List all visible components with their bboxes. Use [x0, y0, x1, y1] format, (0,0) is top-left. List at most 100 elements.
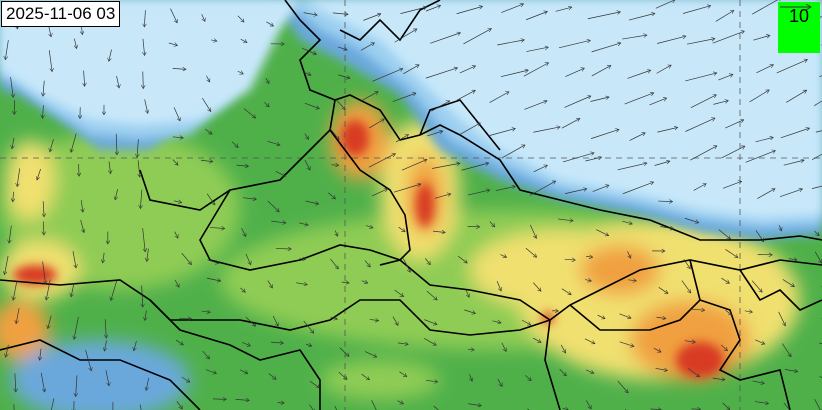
reference-speed-label: 10: [788, 6, 810, 26]
wind-arrow: [305, 344, 312, 346]
wind-arrow: [13, 281, 18, 300]
wind-arrow: [689, 309, 705, 310]
wind-arrow: [81, 200, 83, 212]
wind-arrow: [116, 133, 117, 155]
wind-arrow: [179, 318, 191, 319]
wind-arrow: [309, 404, 315, 410]
wind-arrow: [815, 130, 822, 133]
wind-arrow: [564, 96, 590, 108]
wind-arrow: [431, 101, 449, 112]
wind-arrow: [16, 308, 20, 323]
wind-arrow: [371, 400, 377, 410]
wind-arrow: [627, 70, 651, 79]
wind-arrow: [205, 369, 217, 374]
wind-arrow: [496, 280, 501, 291]
wind-arrow: [109, 49, 112, 62]
wind-arrow: [40, 348, 41, 360]
wind-arrow: [712, 378, 725, 380]
wind-arrow: [392, 316, 398, 326]
wind-arrow: [243, 108, 256, 119]
wind-arrow: [175, 339, 183, 345]
wind-arrow: [712, 31, 745, 44]
wind-arrow: [17, 168, 21, 186]
wind-arrow: [264, 102, 269, 106]
wind-arrow: [202, 350, 210, 359]
wind-arrow: [561, 288, 571, 295]
wind-arrow: [5, 40, 9, 60]
wind-arrow: [143, 71, 144, 89]
wind-arrow: [173, 107, 180, 120]
wind-arrow: [275, 248, 291, 249]
wind-arrow: [430, 33, 460, 44]
wind-arrow: [526, 12, 547, 21]
wind-arrow: [533, 165, 548, 173]
wind-arrow: [561, 118, 580, 129]
wind-arrow: [137, 139, 138, 157]
wind-arrow: [657, 127, 677, 133]
wind-arrow: [523, 63, 549, 77]
wind-arrow: [725, 309, 732, 315]
wind-arrow: [497, 378, 502, 387]
wind-arrow: [718, 74, 733, 81]
wind-arrow: [749, 89, 770, 103]
wind-arrow: [782, 279, 795, 288]
wind-arrow: [267, 200, 279, 212]
wind-arrow: [168, 43, 178, 45]
wind-arrow: [48, 50, 52, 71]
wind-arrow: [424, 338, 436, 345]
wind-arrow: [628, 280, 636, 281]
wind-arrow: [266, 78, 270, 83]
wind-arrow: [206, 277, 221, 281]
wind-arrow: [239, 369, 248, 374]
wind-arrow: [755, 137, 774, 143]
wind-arrow: [424, 319, 437, 325]
wind-arrow: [467, 190, 490, 196]
wind-arrow: [338, 371, 347, 379]
wind-arrow: [240, 287, 245, 292]
wind-arrow: [40, 372, 44, 392]
wind-arrow: [558, 40, 590, 49]
wind-arrow: [37, 168, 41, 180]
wind-arrow: [465, 289, 469, 298]
wind-arrow: [145, 310, 147, 320]
wind-arrow: [425, 68, 458, 79]
wind-arrow: [718, 229, 731, 239]
wind-arrow: [201, 14, 205, 21]
wind-arrow: [814, 251, 821, 263]
wind-arrow: [303, 320, 314, 333]
wind-arrow: [43, 221, 44, 235]
wind-arrow: [745, 151, 776, 163]
wind-arrow: [725, 249, 737, 257]
wind-arrow: [267, 140, 280, 145]
wind-arrow: [461, 163, 489, 171]
wind-arrow: [394, 289, 404, 297]
wind-arrow: [401, 159, 427, 171]
wind-arrow: [590, 97, 610, 102]
wind-arrow: [433, 405, 439, 410]
wind-arrow: [597, 314, 605, 318]
wind-arrow: [304, 102, 320, 108]
wind-arrow: [721, 277, 729, 283]
wind-arrow: [142, 228, 146, 252]
wind-arrow: [811, 153, 822, 161]
wind-arrow: [725, 120, 743, 129]
wind-arrow: [71, 133, 77, 152]
wind-arrow: [331, 165, 338, 166]
wind-arrow: [684, 341, 696, 343]
wind-arrow: [364, 351, 377, 357]
wind-arrow: [48, 315, 52, 329]
wind-arrow: [814, 398, 822, 410]
wind-arrow: [270, 342, 284, 343]
wind-arrow: [272, 315, 278, 326]
wind-arrow: [627, 251, 630, 258]
wind-arrow: [173, 201, 182, 203]
wind-arrow: [147, 248, 149, 262]
wind-arrow: [296, 283, 307, 285]
wind-arrow: [722, 181, 742, 189]
wind-arrow: [682, 6, 711, 14]
wind-arrow: [590, 129, 619, 139]
wind-arrow: [134, 341, 137, 351]
wind-arrow: [562, 153, 594, 163]
